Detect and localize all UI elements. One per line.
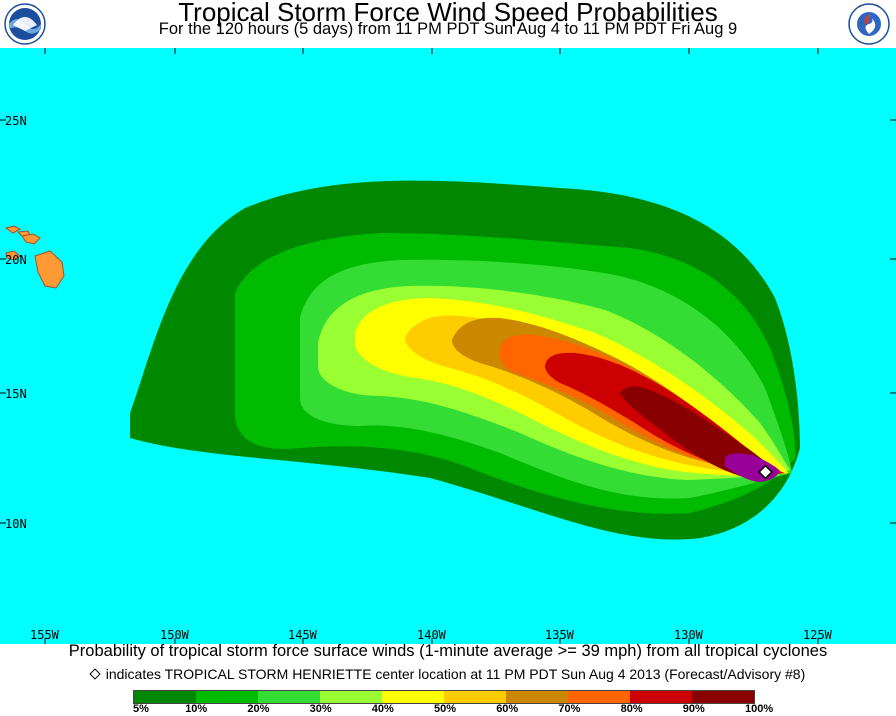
legend-swatch <box>320 691 382 703</box>
lat-label-10n: 10N <box>5 517 27 531</box>
legend-label: 50% <box>434 703 457 715</box>
lat-label-20n: 20N <box>5 253 27 267</box>
legend-swatch <box>568 691 630 703</box>
legend-swatch <box>630 691 692 703</box>
legend-label: 60% <box>496 703 519 715</box>
map-caption: Probability of tropical storm force surf… <box>68 642 828 660</box>
nws-logo <box>848 3 890 45</box>
legend-swatch <box>258 691 320 703</box>
probability-contours <box>130 180 800 540</box>
legend-label: 30% <box>309 703 332 715</box>
map-ticks <box>0 48 896 644</box>
legend-label: 90% <box>682 703 705 715</box>
lon-label-150w: 150W <box>160 628 189 642</box>
lon-label-145w: 145W <box>288 628 317 642</box>
legend-label: 40% <box>371 703 394 715</box>
lon-label-155w: 155W <box>30 628 59 642</box>
hawaii-islands <box>4 225 65 289</box>
legend-swatch <box>134 691 196 703</box>
lat-label-25n: 25N <box>5 114 27 128</box>
map-graphic <box>0 48 896 644</box>
lon-label-135w: 135W <box>545 628 574 642</box>
legend-label: 70% <box>558 703 581 715</box>
footer: Probability of tropical storm force surf… <box>0 642 896 716</box>
lat-label-15n: 15N <box>5 387 27 401</box>
legend-swatch <box>444 691 506 703</box>
lon-label-125w: 125W <box>803 628 832 642</box>
legend-label: 10% <box>185 703 208 715</box>
lon-label-140w: 140W <box>417 628 446 642</box>
legend-swatch <box>692 691 754 703</box>
storm-center-note: indicates TROPICAL STORM HENRIETTE cente… <box>0 666 896 682</box>
legend-label: 5% <box>133 703 149 715</box>
color-legend <box>133 690 755 704</box>
legend-swatch <box>382 691 444 703</box>
page-subtitle: For the 120 hours (5 days) from 11 PM PD… <box>158 20 738 38</box>
lon-label-130w: 130W <box>674 628 703 642</box>
header: Tropical Storm Force Wind Speed Probabil… <box>0 0 896 48</box>
legend-swatch <box>506 691 568 703</box>
probability-map: 25N 20N 15N 10N 155W 150W 145W 140W 135W… <box>0 48 896 644</box>
legend-swatch <box>196 691 258 703</box>
legend-label: 20% <box>247 703 270 715</box>
storm-center-marker <box>758 464 773 480</box>
legend-label: 100% <box>745 703 774 715</box>
legend-labels: 5% 10% 20% 30% 40% 50% 60% 70% 80% 90% 100% <box>0 703 896 716</box>
storm-center-note-text: indicates TROPICAL STORM HENRIETTE cente… <box>105 666 806 682</box>
diamond-icon <box>89 668 101 680</box>
legend-label: 80% <box>620 703 643 715</box>
noaa-logo <box>4 3 46 45</box>
page-title: Tropical Storm Force Wind Speed Probabil… <box>178 0 718 27</box>
